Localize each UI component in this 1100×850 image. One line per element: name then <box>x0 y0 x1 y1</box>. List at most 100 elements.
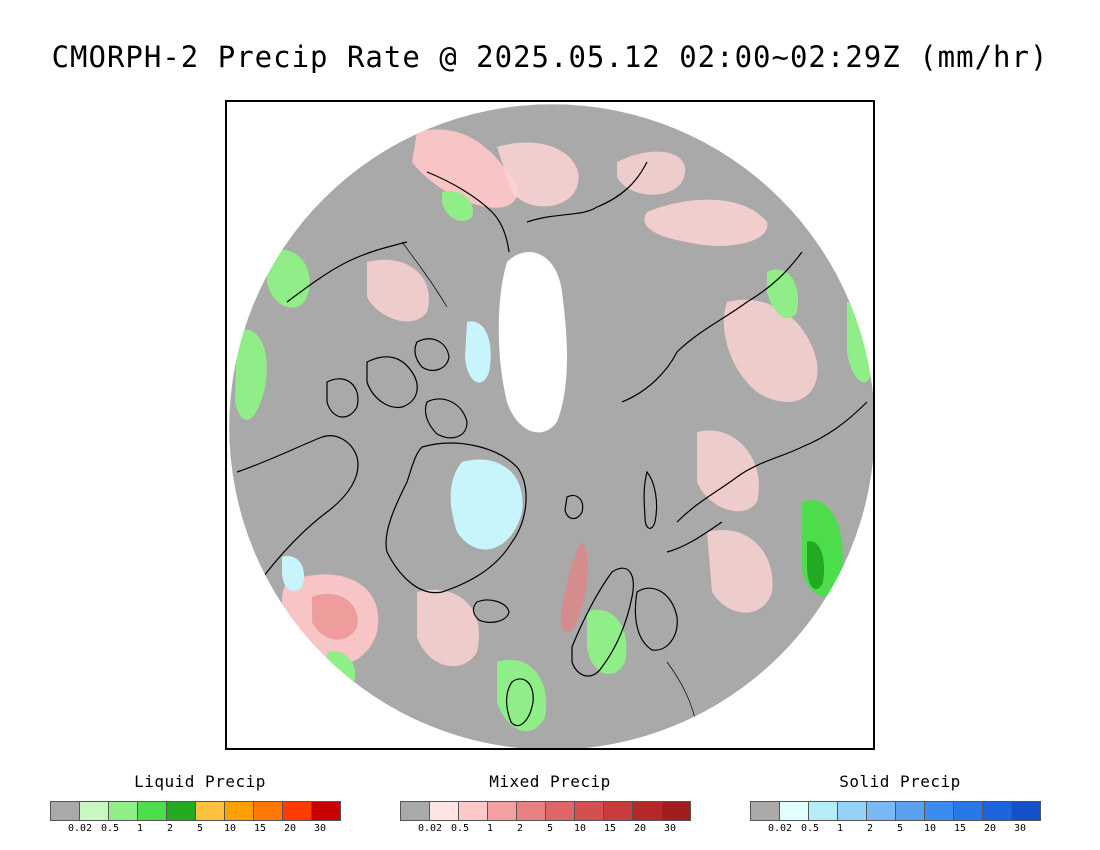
legend-tick-label: 0.5 <box>100 823 120 834</box>
legend-tick-label: 10 <box>923 823 937 834</box>
canadian-archipelago-coastline <box>366 356 418 409</box>
legend-tick-label: 5 <box>196 823 204 834</box>
legend-tick-label: 2 <box>516 823 524 834</box>
svalbard-coastline <box>564 494 584 520</box>
liquid-precip-area <box>442 191 473 222</box>
legend-tick-label: 2 <box>866 823 874 834</box>
polar-precip-map <box>228 103 873 748</box>
tick-labels: 0.02 0.5 1 2 5 10 15 20 30 <box>750 823 1050 837</box>
legend-tick-label: 20 <box>983 823 997 834</box>
mixed-precip-area <box>707 530 773 613</box>
legend-tick-label: 0.02 <box>417 823 443 834</box>
legend-swatch <box>982 801 1012 821</box>
color-bar <box>750 801 1050 821</box>
legend-swatch <box>545 801 575 821</box>
legend-swatch <box>661 801 691 821</box>
canadian-archipelago-coastline <box>326 378 359 418</box>
legend-mixed: Mixed Precip 0.02 0.5 1 2 5 10 15 20 30 <box>400 772 700 837</box>
color-bar <box>400 801 700 821</box>
solid-precip-area <box>450 459 523 550</box>
legend-tick-label: 5 <box>896 823 904 834</box>
legend-swatch <box>487 801 517 821</box>
legend-swatch <box>79 801 109 821</box>
mixed-precip-area <box>367 259 429 322</box>
legend-swatch <box>282 801 312 821</box>
north-america-coastline <box>236 435 359 613</box>
legend-swatch <box>808 801 838 821</box>
legend-title: Mixed Precip <box>489 772 611 791</box>
legend-swatch <box>837 801 867 821</box>
tick-labels: 0.02 0.5 1 2 5 10 15 20 30 <box>400 823 700 837</box>
legend-tick-label: 30 <box>313 823 327 834</box>
legend-title: Solid Precip <box>839 772 961 791</box>
legend-tick-label: 20 <box>283 823 297 834</box>
legend-swatch <box>429 801 459 821</box>
map-disk-edge <box>228 103 873 748</box>
canadian-archipelago-coastline <box>424 398 468 439</box>
legend-swatch <box>924 801 954 821</box>
color-bar <box>50 801 350 821</box>
legend-swatch <box>750 801 780 821</box>
mixed-precip-area <box>497 142 579 207</box>
legend-swatch <box>224 801 254 821</box>
legend-tick-label: 5 <box>546 823 554 834</box>
legend-swatch <box>50 801 80 821</box>
legend-tick-label: 1 <box>836 823 844 834</box>
legend-swatch <box>253 801 283 821</box>
eurasia-coastline <box>666 521 723 553</box>
legend-swatch <box>953 801 983 821</box>
legend-swatch <box>195 801 225 821</box>
legend-tick-label: 20 <box>633 823 647 834</box>
legend-tick-label: 0.5 <box>450 823 470 834</box>
legend-swatch <box>400 801 430 821</box>
mixed-precip-area <box>412 129 518 208</box>
legend-tick-label: 30 <box>1013 823 1027 834</box>
legend-title: Liquid Precip <box>134 772 266 791</box>
liquid-precip-area <box>235 329 267 420</box>
legend-swatch <box>108 801 138 821</box>
british-isles-coastline <box>506 678 534 727</box>
legend-tick-label: 2 <box>166 823 174 834</box>
legend-solid: Solid Precip 0.02 0.5 1 2 5 10 15 20 30 <box>750 772 1050 837</box>
eurasia-coastline <box>676 401 868 523</box>
legend-tick-label: 10 <box>573 823 587 834</box>
legend-swatch <box>895 801 925 821</box>
scandinavia-coastline <box>634 587 678 651</box>
mixed-precip-area <box>723 299 818 402</box>
legend-swatch <box>166 801 196 821</box>
legend-tick-label: 1 <box>486 823 494 834</box>
novaya-zemlya-coastline <box>643 470 658 529</box>
greenland-coastline <box>385 442 527 594</box>
iceland-coastline <box>472 599 510 623</box>
legend-liquid: Liquid Precip 0.02 0.5 1 2 5 10 15 20 30 <box>50 772 350 837</box>
coastlines <box>236 161 868 728</box>
mixed-precip-area <box>312 593 358 640</box>
legend-tick-label: 10 <box>223 823 237 834</box>
legend-swatch <box>779 801 809 821</box>
map-title: CMORPH-2 Precip Rate @ 2025.05.12 02:00~… <box>51 40 1049 74</box>
north-america-coastline <box>286 241 408 303</box>
solid-precip-area <box>282 556 305 592</box>
liquid-precip-area <box>497 659 547 732</box>
solid-precip-area <box>465 321 491 383</box>
legend-swatch <box>632 801 662 821</box>
mixed-precip-area <box>644 199 768 246</box>
legend-swatch <box>311 801 341 821</box>
liquid-precip-area <box>807 541 825 590</box>
legend-swatch <box>574 801 604 821</box>
scandinavia-coastline <box>571 567 634 677</box>
bering-coastline <box>526 161 648 223</box>
legend-swatch <box>458 801 488 821</box>
legend-tick-label: 15 <box>253 823 267 834</box>
precip-layer <box>235 129 873 732</box>
legend-swatch <box>603 801 633 821</box>
eurasia-coastline <box>621 251 803 403</box>
legend-tick-label: 0.02 <box>67 823 93 834</box>
mixed-precip-area <box>417 589 479 667</box>
mixed-precip-area <box>560 542 589 633</box>
mixed-precip-area <box>617 151 686 195</box>
country-border <box>401 241 448 308</box>
alaska-coastline <box>426 171 510 253</box>
canadian-archipelago-coastline <box>414 338 450 371</box>
liquid-precip-area <box>587 609 627 674</box>
